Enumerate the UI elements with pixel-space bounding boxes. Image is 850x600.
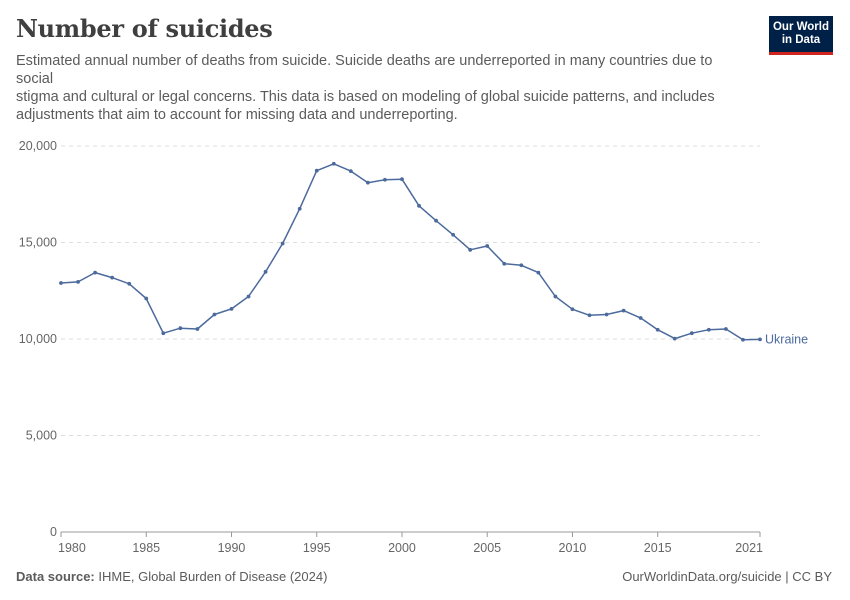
subtitle-line: adjustments that aim to account for miss…: [16, 107, 458, 123]
subtitle-line: stigma and cultural or legal concerns. T…: [16, 89, 715, 105]
source-url-link[interactable]: OurWorldinData.org/suicide | CC BY: [622, 569, 832, 584]
data-point[interactable]: [314, 168, 319, 173]
gridlines: [61, 145, 760, 436]
data-point[interactable]: [758, 337, 762, 342]
logo-line: in Data: [781, 34, 821, 46]
data-point[interactable]: [178, 326, 183, 331]
chart-subtitle: Estimated annual number of deaths from s…: [16, 52, 746, 124]
data-point[interactable]: [331, 161, 336, 166]
data-point[interactable]: [724, 327, 728, 331]
data-point[interactable]: [383, 177, 387, 182]
data-point[interactable]: [246, 294, 251, 299]
data-point[interactable]: [519, 263, 524, 268]
data-point[interactable]: [553, 294, 558, 299]
data-point[interactable]: [195, 327, 200, 331]
data-point[interactable]: [144, 296, 149, 301]
logo-line: Our World: [772, 21, 829, 33]
chart-title: Number of suicides: [16, 14, 273, 43]
x-tick-label: 2005: [473, 541, 501, 555]
data-point[interactable]: [280, 241, 285, 246]
data-point[interactable]: [417, 203, 421, 208]
y-tick-label: 20,000: [19, 139, 57, 153]
x-tick-label: 2021: [735, 541, 763, 555]
data-point[interactable]: [127, 281, 132, 286]
data-point[interactable]: [161, 331, 166, 336]
data-point[interactable]: [348, 169, 353, 173]
y-tick-label: 0: [50, 525, 57, 539]
data-source: Data source: IHME, Global Burden of Dise…: [16, 569, 327, 584]
data-point[interactable]: [587, 313, 592, 318]
data-point[interactable]: [741, 337, 745, 342]
x-tick-label: 1980: [58, 541, 86, 555]
data-point[interactable]: [604, 312, 609, 317]
series-line[interactable]: [60, 163, 761, 341]
x-tick-label: 2015: [644, 541, 672, 555]
x-tick-label: 1995: [303, 541, 331, 555]
x-tick-label: 1985: [132, 541, 160, 555]
data-point[interactable]: [451, 232, 456, 237]
data-point[interactable]: [434, 218, 438, 223]
y-tick-label: 5,000: [26, 429, 57, 443]
data-point[interactable]: [212, 312, 217, 317]
data-point[interactable]: [502, 261, 507, 266]
data-point[interactable]: [297, 206, 302, 211]
x-tick-label: 1990: [218, 541, 246, 555]
data-point[interactable]: [570, 307, 575, 312]
data-point[interactable]: [485, 244, 490, 248]
data-point[interactable]: [400, 177, 404, 182]
data-point[interactable]: [468, 247, 473, 252]
data-point[interactable]: [621, 308, 626, 313]
owid-logo[interactable]: Our World in Data: [769, 16, 833, 55]
y-tick-label: 15,000: [19, 236, 57, 250]
x-tick-label: 2010: [559, 541, 587, 555]
data-point[interactable]: [59, 281, 63, 285]
x-tick-label: 2000: [388, 541, 416, 555]
data-point[interactable]: [229, 306, 234, 311]
axes: 0 5,000 10,000 15,000 20,000 1980 1985 1990 1995…: [19, 139, 763, 555]
data-source-label: Data source:: [16, 569, 95, 584]
series-label[interactable]: Ukraine: [765, 332, 808, 346]
data-point[interactable]: [110, 275, 115, 280]
subtitle-line: Estimated annual number of deaths from s…: [16, 53, 713, 87]
series-ukraine[interactable]: Ukraine: [59, 161, 808, 347]
data-point[interactable]: [365, 180, 370, 185]
data-point[interactable]: [263, 269, 268, 274]
y-tick-label: 10,000: [19, 332, 57, 346]
data-point[interactable]: [689, 331, 694, 336]
data-point[interactable]: [638, 316, 643, 320]
data-point[interactable]: [706, 327, 711, 332]
data-point[interactable]: [672, 336, 677, 341]
data-point[interactable]: [655, 327, 660, 332]
data-point[interactable]: [76, 279, 80, 284]
data-point[interactable]: [93, 270, 97, 275]
data-point[interactable]: [536, 270, 541, 275]
data-source-text: IHME, Global Burden of Disease (2024): [94, 569, 328, 584]
